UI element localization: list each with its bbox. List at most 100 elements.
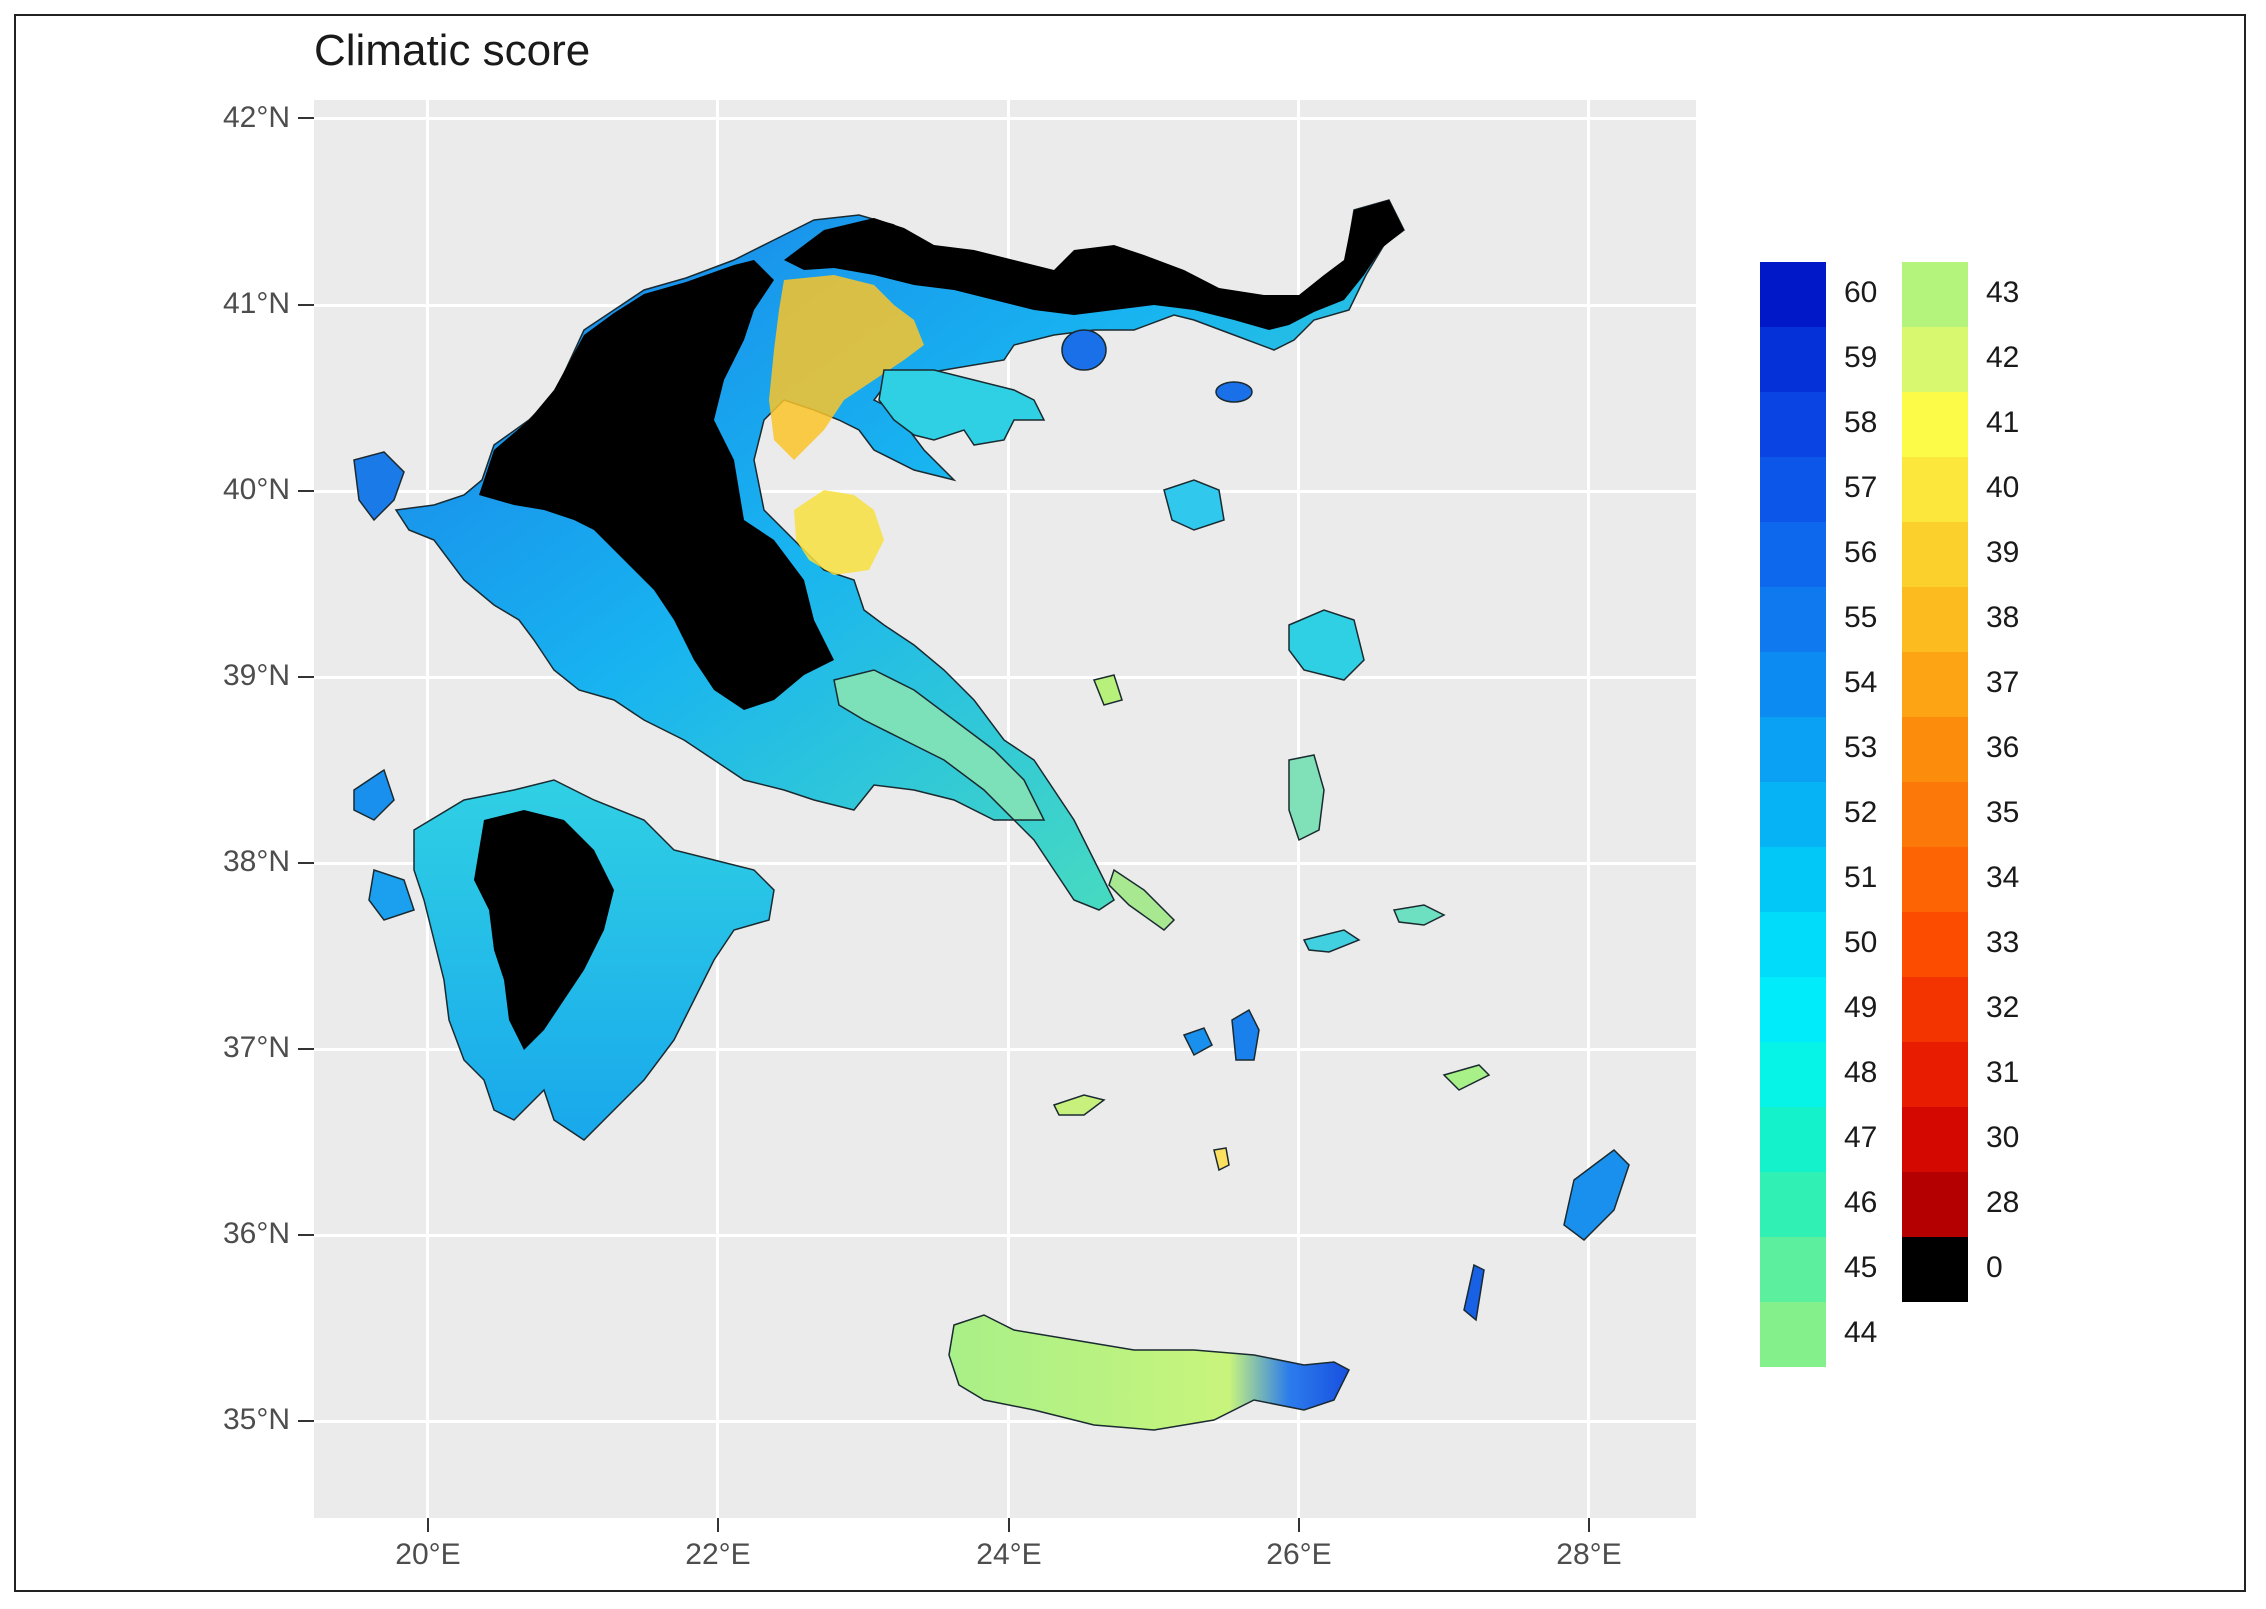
legend-swatch-55 [1760, 587, 1826, 652]
legend-swatch-52 [1760, 782, 1826, 847]
ikaria-island [1302, 929, 1361, 953]
y-tick-mark [298, 117, 314, 119]
legend-label-30: 30 [1986, 1121, 2020, 1154]
legend-swatch-32 [1902, 977, 1968, 1042]
gridline-lat-35 [314, 1420, 1696, 1423]
x-tick-mark [427, 1518, 429, 1532]
legend-colorbar-left [1760, 262, 1826, 1367]
legend-label-36: 36 [1986, 731, 2020, 764]
legend-swatch-33 [1902, 912, 1968, 977]
y-tick-mark [298, 1420, 314, 1422]
legend-label-58: 58 [1844, 406, 1878, 439]
legend-swatch-39 [1902, 522, 1968, 587]
x-tick-label: 28°E [1556, 1538, 1622, 1571]
legend-label-39: 39 [1986, 536, 2020, 569]
peloponnese-mountains [474, 810, 614, 1050]
legend-label-0: 0 [1986, 1251, 2003, 1284]
legend-label-60: 60 [1844, 276, 1878, 309]
legend-label-52: 52 [1844, 796, 1878, 829]
gridline-lat-38 [314, 862, 1696, 865]
legend-label-47: 47 [1844, 1121, 1878, 1154]
gridline-lat-39 [314, 676, 1696, 679]
legend-label-40: 40 [1986, 471, 2020, 504]
legend-label-31: 31 [1986, 1056, 2020, 1089]
skyros-island [1092, 674, 1123, 706]
legend-label-45: 45 [1844, 1251, 1878, 1284]
legend-label-33: 33 [1986, 926, 2020, 959]
x-tick-mark [1008, 1518, 1010, 1532]
x-tick-label: 24°E [976, 1538, 1042, 1571]
legend-label-48: 48 [1844, 1056, 1878, 1089]
legend-swatch-34 [1902, 847, 1968, 912]
legend-swatch-60 [1760, 262, 1826, 327]
chart-title: Climatic score [314, 26, 591, 75]
karpathos-island [1463, 1263, 1485, 1322]
samothrace-island [1215, 381, 1253, 403]
zakynthos-island [368, 869, 415, 921]
legend-label-35: 35 [1986, 796, 2020, 829]
legend-label-43: 43 [1986, 276, 2020, 309]
y-tick-label: 38°N [222, 845, 290, 878]
y-tick-label: 35°N [222, 1403, 290, 1436]
gridline-lat-37 [314, 1048, 1696, 1051]
naxos-island [1231, 1008, 1260, 1061]
legend-swatch-40 [1902, 457, 1968, 522]
legend-swatch-45 [1760, 1237, 1826, 1302]
legend-label-56: 56 [1844, 536, 1878, 569]
y-tick-label: 41°N [222, 287, 290, 320]
lemnos-island [1163, 479, 1225, 531]
gridline-lat-40 [314, 490, 1696, 493]
kefalonia-island [353, 768, 395, 821]
legend-swatch-37 [1902, 652, 1968, 717]
legend-swatch-30 [1902, 1107, 1968, 1172]
legend-swatch-41 [1902, 392, 1968, 457]
milos-island [1052, 1094, 1106, 1116]
legend-label-53: 53 [1844, 731, 1878, 764]
legend-label-57: 57 [1844, 471, 1878, 504]
rhodes-island [1563, 1149, 1630, 1241]
evia-island [833, 669, 1046, 821]
gridline-lon-22 [716, 100, 719, 1518]
x-tick-label: 20°E [395, 1538, 461, 1571]
gridline-lat-36 [314, 1234, 1696, 1237]
legend-colorbar-right [1902, 262, 1968, 1302]
legend-swatch-44 [1760, 1302, 1826, 1367]
santorini-island [1213, 1147, 1230, 1172]
legend-swatch-0 [1902, 1237, 1968, 1302]
peloponnese [413, 779, 775, 1141]
x-tick-label: 26°E [1266, 1538, 1332, 1571]
legend-swatch-53 [1760, 717, 1826, 782]
kos-island [1442, 1064, 1491, 1091]
legend-label-54: 54 [1844, 666, 1878, 699]
warm-zone-north [769, 275, 924, 460]
greece-map [353, 199, 1630, 1431]
legend-label-51: 51 [1844, 861, 1878, 894]
legend-label-28: 28 [1986, 1186, 2020, 1219]
y-tick-label: 36°N [222, 1217, 290, 1250]
y-tick-label: 40°N [222, 473, 290, 506]
map-panel [314, 100, 1696, 1518]
gridline-lat-42 [314, 117, 1696, 120]
y-tick-mark [298, 1048, 314, 1050]
lesbos-island [1288, 609, 1365, 681]
legend-swatch-46 [1760, 1172, 1826, 1237]
legend-swatch-42 [1902, 327, 1968, 392]
thessaly-plain [794, 490, 884, 575]
legend-swatch-47 [1760, 1107, 1826, 1172]
legend-label-37: 37 [1986, 666, 2020, 699]
y-tick-mark [298, 862, 314, 864]
legend-swatch-51 [1760, 847, 1826, 912]
y-tick-mark [298, 304, 314, 306]
legend-label-41: 41 [1986, 406, 2020, 439]
y-tick-mark [298, 490, 314, 492]
legend-swatch-28 [1902, 1172, 1968, 1237]
legend-label-46: 46 [1844, 1186, 1878, 1219]
corfu-island [353, 451, 405, 522]
pindus-mountains [479, 260, 834, 710]
chios-island [1288, 754, 1325, 842]
andros-island [1108, 868, 1176, 931]
legend-swatch-56 [1760, 522, 1826, 587]
legend-swatch-48 [1760, 1042, 1826, 1107]
legend-label-34: 34 [1986, 861, 2020, 894]
legend-swatch-58 [1760, 392, 1826, 457]
